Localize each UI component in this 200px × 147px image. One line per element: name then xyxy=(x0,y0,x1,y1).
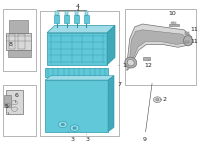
Ellipse shape xyxy=(125,57,137,68)
Bar xyxy=(3,9,36,71)
Text: 1: 1 xyxy=(119,63,126,68)
Bar xyxy=(9,20,28,33)
Bar xyxy=(9,34,15,49)
Bar xyxy=(169,24,179,26)
Text: 5: 5 xyxy=(5,105,9,114)
Ellipse shape xyxy=(183,36,192,46)
Text: 6: 6 xyxy=(14,93,18,103)
Text: 2: 2 xyxy=(160,97,166,102)
Bar xyxy=(45,68,108,77)
Text: 4: 4 xyxy=(76,4,80,10)
Polygon shape xyxy=(47,25,115,33)
Bar xyxy=(47,33,107,65)
Bar xyxy=(3,85,36,136)
Circle shape xyxy=(12,107,17,111)
Bar xyxy=(185,32,189,35)
Bar xyxy=(6,33,31,50)
Bar xyxy=(143,57,150,60)
Bar xyxy=(55,11,59,15)
Text: 12: 12 xyxy=(145,60,152,68)
Bar xyxy=(85,11,88,15)
Circle shape xyxy=(156,98,159,101)
Circle shape xyxy=(12,100,17,105)
Bar xyxy=(18,34,25,49)
Bar xyxy=(8,50,31,57)
Bar xyxy=(54,15,59,22)
Bar xyxy=(84,15,89,22)
Bar xyxy=(74,15,79,22)
Text: 10: 10 xyxy=(168,11,176,23)
Circle shape xyxy=(70,125,79,131)
Polygon shape xyxy=(107,25,115,65)
Text: 7: 7 xyxy=(112,82,121,91)
Bar xyxy=(171,22,176,24)
Polygon shape xyxy=(45,76,114,80)
Bar xyxy=(125,9,196,85)
Bar xyxy=(65,11,68,15)
Polygon shape xyxy=(108,76,114,132)
Bar xyxy=(64,15,69,22)
Text: 9: 9 xyxy=(143,83,152,142)
Text: 3: 3 xyxy=(85,134,89,142)
Circle shape xyxy=(153,97,161,103)
Bar xyxy=(40,11,119,136)
Bar xyxy=(185,41,189,43)
Circle shape xyxy=(61,123,65,126)
Circle shape xyxy=(5,103,10,107)
Ellipse shape xyxy=(127,59,134,66)
Bar xyxy=(45,80,108,132)
Text: 8: 8 xyxy=(9,42,13,47)
Text: 3: 3 xyxy=(69,132,75,142)
Text: 11: 11 xyxy=(187,39,198,44)
Bar xyxy=(6,90,23,114)
Polygon shape xyxy=(127,24,192,71)
Circle shape xyxy=(58,121,67,128)
Bar xyxy=(75,11,78,15)
Circle shape xyxy=(73,127,76,129)
Polygon shape xyxy=(130,30,189,67)
Bar xyxy=(4,95,11,107)
Text: 11: 11 xyxy=(187,27,198,34)
